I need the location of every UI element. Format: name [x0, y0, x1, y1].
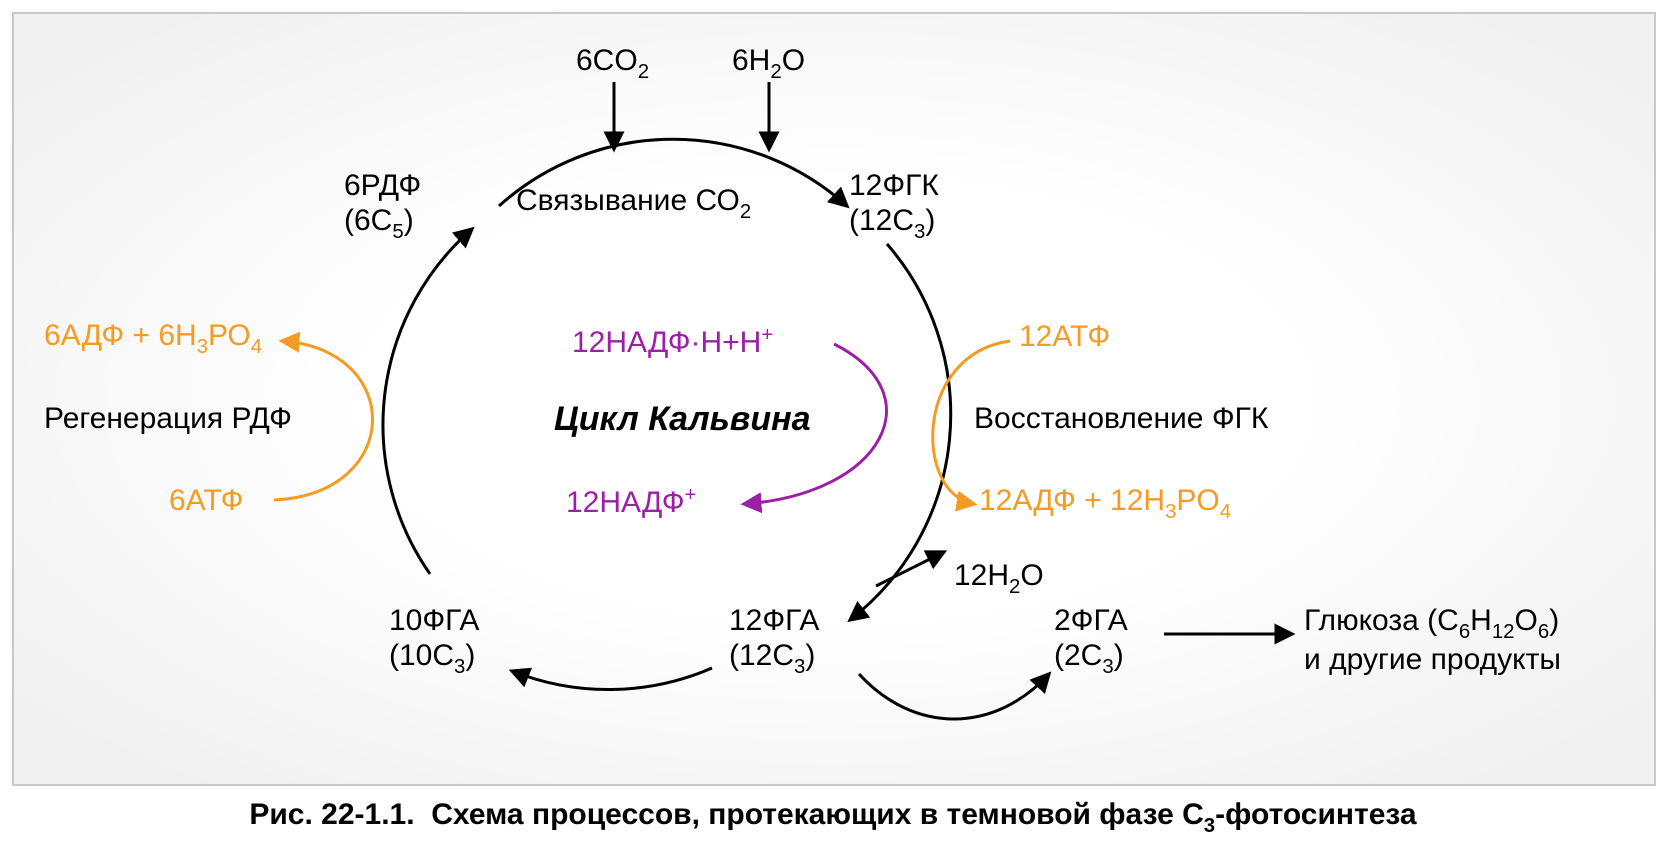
straight-arrow-2 — [876, 552, 944, 586]
label-fixation: Связывание СО2 — [516, 184, 751, 223]
label-pga10: 10ФГА(10С3) — [389, 604, 479, 678]
label-adp_out_right: 12АДФ + 12H3PO4 — [979, 484, 1231, 523]
label-adp_out: 6АДФ + 6H3РО4 — [44, 319, 262, 358]
cycle-arc-2 — [512, 668, 712, 690]
label-h2o_out: 12H2O — [954, 559, 1044, 598]
label-co2_in: 6CO2 — [576, 44, 649, 83]
label-rdf: 6РДФ(6C5) — [344, 169, 421, 243]
diagram-frame: Цикл Кальвина 6CO2 6H2O 6РДФ(6C5) Связывани… — [12, 12, 1656, 786]
label-h2o_in: 6H2O — [732, 44, 805, 83]
label-atp_in_right: 12АТФ — [1019, 320, 1110, 355]
label-regen: Регенерация РДФ — [44, 402, 292, 437]
label-pga12: 12ФГА(12С3) — [729, 604, 819, 678]
label-pga2: 2ФГА(2С3) — [1054, 604, 1128, 678]
label-pgk: 12ФГК(12С3) — [849, 169, 939, 243]
label-glucose: Глюкоза (С6Н12О6)и другие продукты — [1304, 604, 1561, 678]
label-nadph_in: 12НАДФ·Н+Н+ — [572, 324, 773, 361]
pga-split-arc — [859, 674, 1049, 719]
label-nadp_out: 12НАДФ+ — [566, 484, 696, 521]
cycle-arc-3 — [383, 229, 472, 574]
figure-caption: Рис. 22-1.1. Схема процессов, протекающи… — [0, 798, 1666, 837]
label-restore: Восстановление ФГК — [974, 402, 1268, 437]
cycle-arc-1 — [850, 244, 951, 620]
label-atp_in_left: 6АТФ — [169, 484, 244, 519]
center-title: Цикл Кальвина — [554, 400, 811, 439]
